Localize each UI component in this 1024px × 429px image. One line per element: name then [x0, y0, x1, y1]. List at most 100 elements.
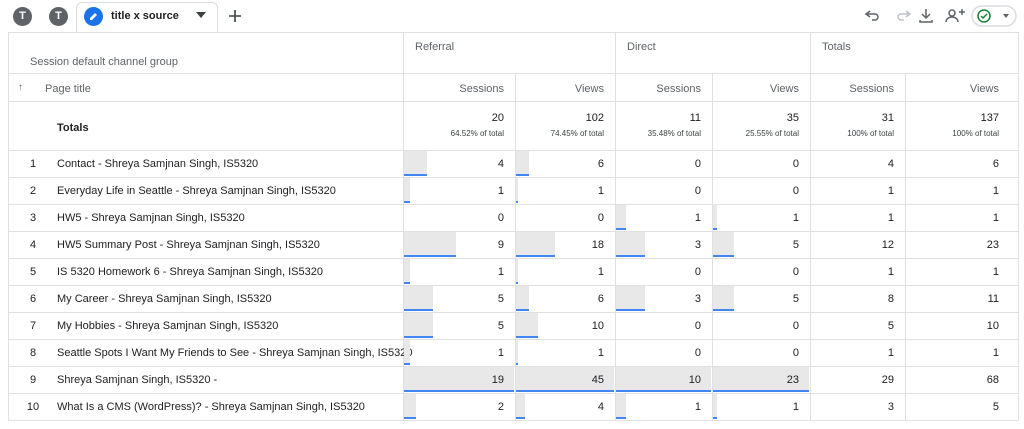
row-index: 1	[29, 158, 37, 170]
cell-value: 0	[792, 158, 799, 170]
total-value: 102	[585, 112, 604, 124]
border	[8, 366, 1018, 367]
cell-value: 1	[992, 185, 999, 197]
row-index: 4	[29, 239, 37, 251]
cell-value: 5	[792, 239, 799, 251]
data-bar	[404, 178, 410, 203]
total-value: 20	[491, 112, 504, 124]
border	[8, 73, 1018, 74]
metric-header: Sessions	[849, 83, 894, 95]
pencil	[90, 13, 97, 20]
total-pct: 100% of total	[847, 129, 894, 138]
cell-value: 0	[694, 158, 701, 170]
cell-value: 5	[497, 293, 504, 305]
tab-dropdown[interactable]	[196, 12, 206, 18]
data-bar	[616, 394, 626, 419]
redo[interactable]	[897, 10, 912, 21]
undo[interactable]	[864, 10, 879, 21]
avatar[interactable]: T	[13, 7, 32, 26]
cell-value: 5	[497, 320, 504, 332]
cell-value: 1	[992, 212, 999, 224]
cell-value: 4	[497, 158, 504, 170]
cell-value: 5	[992, 401, 999, 413]
total-pct: 35.48% of total	[647, 129, 701, 138]
row-index: 5	[29, 266, 37, 278]
cell-value: 1	[497, 266, 504, 278]
border	[8, 285, 1018, 286]
data-bar	[516, 394, 525, 419]
data-bar	[713, 394, 718, 419]
cell-value: 8	[887, 293, 894, 305]
metric-header: Views	[969, 83, 999, 95]
status[interactable]	[971, 5, 1017, 27]
group-header: Referral	[415, 41, 455, 53]
data-bar	[404, 313, 433, 338]
cell-value: 19	[491, 374, 504, 386]
cell-value: 1	[694, 401, 701, 413]
data-bar	[404, 394, 416, 419]
cell-value: 4	[887, 158, 894, 170]
group-header: Totals	[822, 41, 851, 53]
cell-value: 1	[597, 185, 604, 197]
cell-value: 3	[887, 401, 894, 413]
cell-value: 6	[992, 158, 999, 170]
metric-header: Sessions	[459, 83, 504, 95]
border	[712, 73, 713, 420]
share[interactable]	[948, 9, 956, 17]
page-title: HW5 - Shreya Samjnan Singh, IS5320	[57, 212, 245, 224]
row-index: 8	[29, 347, 37, 359]
cell-value: 1	[887, 212, 894, 224]
cell-value: 10	[688, 374, 701, 386]
border	[8, 32, 1018, 33]
data-bar	[404, 367, 514, 392]
border	[8, 231, 1018, 232]
cell-value: 68	[986, 374, 999, 386]
total-pct: 25.55% of total	[745, 129, 799, 138]
data-bar	[713, 232, 734, 257]
dimension-header: Session default channel group	[30, 56, 178, 68]
sort-arrow: ↑	[18, 82, 23, 93]
border	[1018, 32, 1019, 420]
border	[8, 420, 1018, 421]
total-value: 137	[980, 112, 999, 124]
add-tab[interactable]	[226, 7, 244, 25]
cell-value: 0	[792, 320, 799, 332]
data-bar	[713, 367, 809, 392]
cell-value: 0	[792, 266, 799, 278]
metric-header: Views	[574, 83, 604, 95]
data-bar	[516, 178, 519, 203]
row-header: Page title	[45, 83, 91, 95]
totals-label: Totals	[57, 122, 89, 134]
data-bar	[404, 259, 410, 284]
data-bar	[516, 286, 530, 311]
border	[8, 258, 1018, 259]
cell-value: 1	[792, 212, 799, 224]
border	[8, 393, 1018, 394]
tab-title[interactable]: title x source	[111, 10, 179, 22]
page-title: My Career - Shreya Samjnan Singh, IS5320	[57, 293, 272, 305]
data-bar	[516, 259, 519, 284]
page-title: What Is a CMS (WordPress)? - Shreya Samj…	[57, 401, 365, 413]
cell-value: 0	[694, 347, 701, 359]
data-bar	[616, 232, 645, 257]
data-bar	[516, 367, 614, 392]
download[interactable]	[919, 9, 933, 23]
avatar[interactable]: T	[49, 7, 68, 26]
page-title: Shreya Samjnan Singh, IS5320 -	[57, 374, 218, 386]
cell-value: 3	[694, 293, 701, 305]
data-bar	[516, 232, 556, 257]
data-bar	[616, 286, 645, 311]
cell-value: 1	[497, 347, 504, 359]
border	[8, 177, 1018, 178]
cell-value: 1	[887, 347, 894, 359]
border	[615, 32, 616, 420]
border	[810, 32, 811, 420]
border	[905, 73, 906, 420]
cell-value: 1	[887, 266, 894, 278]
cell-value: 1	[597, 266, 604, 278]
cell-value: 1	[792, 401, 799, 413]
border	[8, 204, 1018, 205]
page-title: Everyday Life in Seattle - Shreya Samjna…	[57, 185, 336, 197]
data-bar	[516, 151, 530, 176]
cell-value: 1	[887, 185, 894, 197]
